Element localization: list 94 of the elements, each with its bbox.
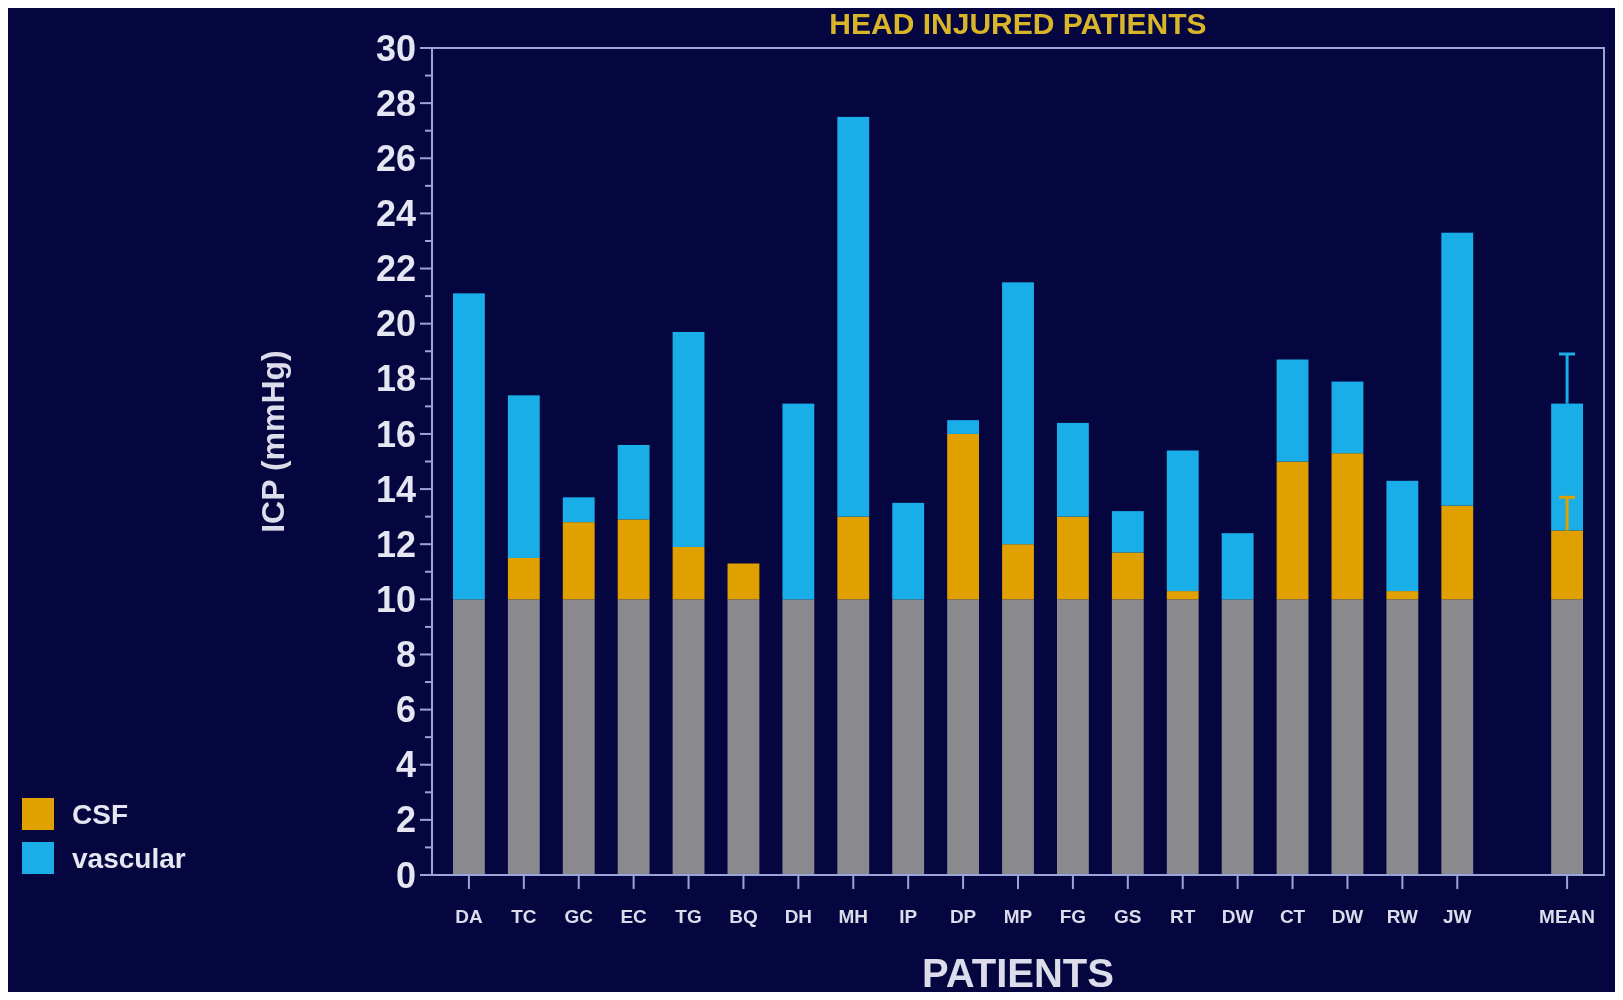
bar bbox=[617, 599, 650, 875]
bar bbox=[837, 116, 870, 517]
bar bbox=[1056, 599, 1089, 875]
bar bbox=[1056, 422, 1089, 517]
bar bbox=[1331, 453, 1364, 600]
bar bbox=[1056, 516, 1089, 600]
x-tick-label: BQ bbox=[729, 906, 758, 927]
bar bbox=[1111, 599, 1144, 875]
y-tick-label: 24 bbox=[375, 193, 416, 234]
y-axis-title: ICP (mmHg) bbox=[255, 350, 291, 533]
bar bbox=[837, 516, 870, 600]
bar bbox=[1276, 359, 1309, 462]
y-tick-label: 22 bbox=[375, 248, 416, 290]
bar bbox=[1386, 480, 1419, 592]
bar bbox=[452, 293, 485, 600]
bar bbox=[1002, 544, 1034, 600]
bar bbox=[507, 599, 540, 875]
bar bbox=[1221, 533, 1254, 600]
x-tick-label: DP bbox=[949, 906, 977, 927]
bar bbox=[727, 599, 760, 875]
bar bbox=[727, 563, 760, 600]
bar bbox=[1166, 591, 1199, 600]
bar bbox=[1386, 591, 1419, 600]
bar bbox=[837, 599, 870, 875]
bar bbox=[617, 519, 650, 600]
bar bbox=[1166, 599, 1199, 875]
bar bbox=[1002, 599, 1034, 875]
bar bbox=[1551, 599, 1584, 875]
bar bbox=[947, 599, 980, 875]
y-tick-label: 4 bbox=[395, 744, 416, 786]
legend-label: vascular bbox=[72, 842, 186, 874]
bar bbox=[617, 444, 650, 520]
bar bbox=[452, 599, 485, 875]
bar bbox=[782, 403, 815, 600]
bar bbox=[1111, 552, 1144, 600]
x-tick-label: TG bbox=[675, 906, 702, 927]
bar bbox=[1441, 505, 1474, 600]
bar bbox=[507, 395, 540, 558]
bar bbox=[947, 420, 980, 434]
bar bbox=[1276, 599, 1309, 875]
bar bbox=[1111, 511, 1144, 553]
legend-label: CSF bbox=[72, 798, 128, 830]
bar bbox=[562, 497, 595, 523]
x-tick-label: MH bbox=[838, 906, 869, 927]
chart-title: HEAD INJURED PATIENTS bbox=[829, 7, 1207, 40]
bar bbox=[892, 599, 925, 875]
y-tick-label: 12 bbox=[375, 523, 416, 565]
bar bbox=[892, 502, 925, 600]
x-tick-label: GS bbox=[1114, 906, 1142, 927]
bar bbox=[672, 599, 705, 875]
y-tick-label: 28 bbox=[375, 82, 416, 124]
y-tick-label: 2 bbox=[395, 799, 416, 841]
bar bbox=[562, 522, 595, 600]
y-tick-label: 8 bbox=[395, 634, 416, 676]
bar bbox=[562, 599, 595, 875]
y-tick-label: 0 bbox=[395, 854, 416, 896]
y-tick-label: 10 bbox=[375, 578, 416, 620]
bar bbox=[782, 599, 815, 875]
bar bbox=[1441, 232, 1474, 506]
x-axis-title: PATIENTS bbox=[922, 951, 1114, 995]
y-tick-label: 30 bbox=[375, 27, 416, 69]
bar bbox=[1331, 599, 1364, 875]
x-tick-label: MEAN bbox=[1539, 906, 1596, 927]
bar bbox=[1221, 599, 1254, 875]
x-tick-label: RW bbox=[1386, 906, 1419, 927]
x-tick-label: IP bbox=[899, 906, 918, 927]
x-tick-label: FG bbox=[1059, 906, 1087, 927]
x-tick-label: RT bbox=[1170, 906, 1196, 927]
y-tick-label: 18 bbox=[375, 358, 416, 400]
x-tick-label: EC bbox=[620, 906, 648, 927]
bar bbox=[672, 546, 705, 600]
x-tick-label: DW bbox=[1331, 906, 1364, 927]
y-tick-label: 20 bbox=[375, 303, 416, 345]
bar bbox=[1441, 599, 1474, 875]
x-tick-label: GC bbox=[564, 906, 594, 927]
bar bbox=[507, 557, 540, 600]
x-tick-label: DA bbox=[455, 906, 483, 927]
bar bbox=[1002, 282, 1034, 545]
x-tick-label: DH bbox=[784, 906, 813, 927]
x-tick-label: CT bbox=[1279, 906, 1306, 927]
y-tick-label: 26 bbox=[375, 137, 416, 179]
x-tick-label: DW bbox=[1221, 906, 1254, 927]
y-tick-label: 16 bbox=[375, 413, 416, 455]
x-tick-label: MP bbox=[1003, 906, 1033, 927]
bar bbox=[672, 331, 705, 547]
y-tick-label: 14 bbox=[375, 468, 416, 510]
bar bbox=[1331, 381, 1364, 454]
y-tick-label: 6 bbox=[395, 689, 416, 731]
x-tick-label: TC bbox=[511, 906, 537, 927]
bar bbox=[947, 433, 980, 600]
bar bbox=[1276, 461, 1309, 600]
x-tick-label: JW bbox=[1443, 906, 1472, 927]
bar bbox=[1166, 450, 1199, 592]
bar bbox=[1386, 599, 1419, 875]
